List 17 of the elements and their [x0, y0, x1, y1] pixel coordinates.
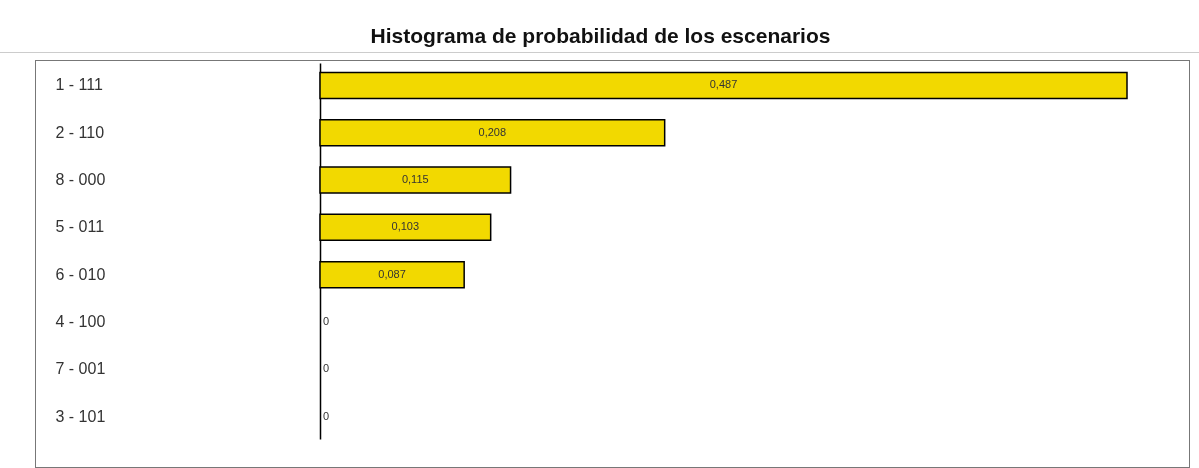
- y-tick-label: 3 - 101: [55, 407, 106, 425]
- data-label: 0: [323, 362, 330, 375]
- y-tick-label: 2 - 110: [55, 123, 105, 141]
- data-label: 0,487: [709, 78, 738, 91]
- chart-title: Histograma de probabilidad de los escenarios: [370, 24, 831, 47]
- data-label: 0,208: [478, 125, 507, 138]
- data-label: 0: [323, 409, 330, 422]
- y-tick-label: 8 - 000: [55, 171, 106, 189]
- y-tick-label: 4 - 100: [55, 312, 106, 330]
- data-label: 0,087: [378, 267, 406, 280]
- data-label: 0,115: [401, 173, 429, 186]
- y-tick-label: 1 - 111: [55, 76, 104, 94]
- data-label: 0: [323, 314, 330, 327]
- y-tick-label: 7 - 001: [55, 360, 106, 378]
- y-tick-label: 5 - 011: [55, 218, 105, 236]
- data-label: 0,103: [391, 220, 420, 233]
- y-tick-label: 6 - 010: [55, 265, 106, 283]
